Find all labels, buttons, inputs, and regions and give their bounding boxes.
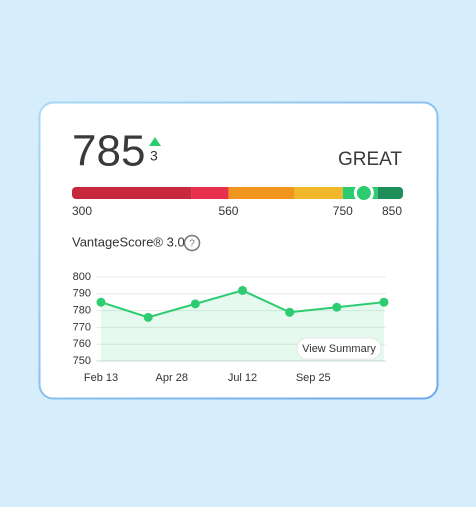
x-tick-label: Sep 25 [296, 372, 331, 384]
data-point [379, 297, 389, 307]
score-change: 3 [150, 148, 158, 164]
y-tick-label: 790 [73, 288, 91, 300]
data-point [143, 312, 153, 322]
up-arrow [149, 137, 161, 146]
score: 785 [72, 127, 145, 176]
score-band [294, 187, 343, 199]
y-tick-label: 780 [73, 305, 91, 317]
button-bg [296, 337, 382, 360]
scale-tick-label: 560 [218, 204, 238, 218]
score-band [228, 187, 295, 199]
score-bar [72, 187, 403, 199]
data-point [332, 302, 342, 312]
card [38, 101, 439, 400]
svg-text:?: ? [189, 239, 195, 250]
scale-tick-label: 850 [382, 204, 402, 218]
y-tick-label: 800 [73, 271, 91, 283]
button-label[interactable]: View Summary [302, 343, 376, 355]
x-tick-label: Feb 13 [84, 372, 118, 384]
data-point [96, 297, 106, 307]
score-band [191, 187, 229, 199]
data-point [285, 307, 295, 317]
data-point [190, 299, 200, 309]
scale-tick-label: 300 [72, 204, 92, 218]
y-tick-label: 770 [73, 321, 91, 333]
data-point [238, 285, 247, 295]
score-marker [353, 183, 374, 203]
scale-tick-label: 750 [333, 204, 353, 218]
score-band [72, 187, 192, 199]
x-tick-label: Jul 12 [228, 372, 257, 384]
rating: GREAT [338, 149, 402, 170]
view-summary-button[interactable]: View Summary [296, 337, 382, 360]
score-system: VantageScore® 3.0 [72, 234, 185, 249]
help-icon[interactable]: ? [183, 234, 201, 252]
x-tick-label: Apr 28 [156, 372, 188, 384]
y-tick-label: 760 [73, 338, 91, 350]
y-tick-label: 750 [73, 355, 91, 367]
score-band [377, 187, 403, 199]
